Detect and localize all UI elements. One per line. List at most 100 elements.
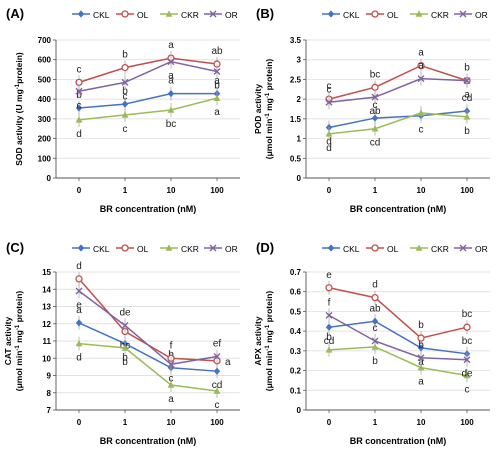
y-tick-label: 1 [297, 135, 302, 144]
data-point [75, 339, 83, 347]
legend-label: OR [225, 10, 238, 20]
y-tick-label: 0.7 [290, 268, 302, 277]
y-label-line2: (μmol min [264, 351, 274, 392]
y-tick-label: 12 [42, 320, 51, 329]
data-point [463, 371, 471, 379]
y-label-line1: POD activity [253, 84, 263, 134]
data-point [463, 356, 471, 364]
legend-label: CKL [343, 10, 360, 20]
y-tick-label: 0.5 [290, 307, 302, 316]
series-ckl: a bb c d [75, 305, 222, 391]
data-point [213, 387, 221, 394]
y-tick-label: 1.5 [290, 115, 302, 124]
series-line [78, 290, 218, 366]
y-label-super: -1 [265, 324, 271, 330]
x-tick-label: 10 [417, 186, 426, 195]
x-tick-label: 0 [77, 186, 82, 195]
significance-letter: c [327, 81, 332, 92]
data-point [417, 364, 425, 371]
legend-marker [327, 244, 335, 252]
x-tick-label: 100 [460, 418, 474, 427]
data-point [121, 344, 129, 351]
data-point [75, 319, 83, 327]
y-tick-label: 0.1 [290, 386, 302, 395]
data-point [417, 344, 425, 352]
x-tick-label: 0 [327, 186, 332, 195]
data-point [213, 367, 221, 375]
data-point [213, 94, 221, 101]
data-point [75, 87, 83, 95]
y-tick-label: 14 [42, 285, 51, 294]
significance-letter: a [418, 61, 424, 72]
significance-letter: a [214, 107, 220, 118]
data-point [75, 116, 83, 123]
significance-letter: d [326, 137, 332, 148]
significance-letter: b [326, 332, 332, 343]
significance-letter: d [372, 280, 378, 291]
legend-marker [77, 10, 85, 18]
data-point [121, 111, 129, 118]
significance-letter: a [168, 40, 174, 51]
legend-label: OR [475, 244, 488, 254]
series-ol: c bc a b [325, 48, 471, 107]
significance-letter: d [76, 261, 82, 272]
y-label-part: mg [264, 98, 274, 113]
data-point [75, 104, 83, 112]
significance-letter: cd [370, 138, 381, 149]
data-point [75, 275, 83, 283]
series-line [328, 77, 468, 104]
data-point [417, 75, 425, 83]
series-line [328, 112, 468, 135]
significance-letter: b [122, 353, 128, 364]
x-axis-label: BR concentration (nM) [100, 204, 197, 214]
legend-marker [459, 10, 467, 18]
panel-label: (B) [256, 6, 274, 21]
series-line [328, 320, 468, 355]
y-tick-label: 2.5 [290, 75, 302, 84]
data-point [121, 78, 129, 86]
y-axis-label: APX activity(μmol min-1 mg-1 protein) [253, 291, 274, 392]
significance-letter: d [76, 129, 82, 140]
y-tick-label: 200 [38, 135, 52, 144]
y-tick-label: 13 [42, 303, 51, 312]
x-tick-label: 10 [167, 186, 176, 195]
data-point [167, 58, 175, 66]
data-point [371, 337, 379, 345]
y-tick-label: 400 [38, 95, 52, 104]
y-label-super: -1 [15, 83, 21, 89]
data-point [325, 284, 333, 292]
y-label-part: protein) [14, 52, 24, 84]
significance-letter: cd [324, 336, 335, 347]
y-tick-label: 3.5 [290, 36, 302, 45]
legend-marker [121, 244, 129, 252]
x-axis-label: BR concentration (nM) [350, 204, 447, 214]
data-point [325, 346, 333, 353]
series-ckl: bbaa [75, 76, 220, 116]
y-label-part: mg [14, 330, 24, 345]
significance-letter: b [122, 357, 128, 368]
y-tick-label: 700 [38, 36, 52, 45]
significance-letter: b [122, 86, 128, 97]
significance-letter: ab [369, 106, 381, 117]
y-tick-label: 500 [38, 75, 52, 84]
significance-letter: a [225, 357, 231, 368]
x-tick-label: 0 [77, 418, 82, 427]
significance-letter: cd [462, 93, 473, 104]
series-line [78, 97, 218, 121]
y-label-line2: (μmol min [14, 351, 24, 392]
data-point [121, 63, 129, 72]
legend-marker [209, 10, 217, 18]
data-point [417, 61, 425, 70]
chart-panel-4: (D) CKL OL CKR OR 0 0.1 0.2 0.3 0.4 0.5 0.6 0.7 0 1 10 1… [253, 240, 490, 446]
significance-letter: c [123, 91, 128, 102]
data-point [167, 90, 175, 98]
y-tick-label: 15 [42, 268, 51, 277]
data-point [325, 323, 333, 331]
significance-letter: ab [369, 303, 381, 314]
x-tick-label: 1 [373, 418, 378, 427]
significance-letter: a [464, 90, 470, 101]
y-axis-label: SOD activity (U mg-1protein) [14, 52, 24, 166]
legend-marker [121, 10, 129, 18]
chart-panel-3: (C) CKL OL CKR OR 7 8 9 10 11 12 13 14 15 0 1 10 100 BR co… [3, 240, 240, 446]
